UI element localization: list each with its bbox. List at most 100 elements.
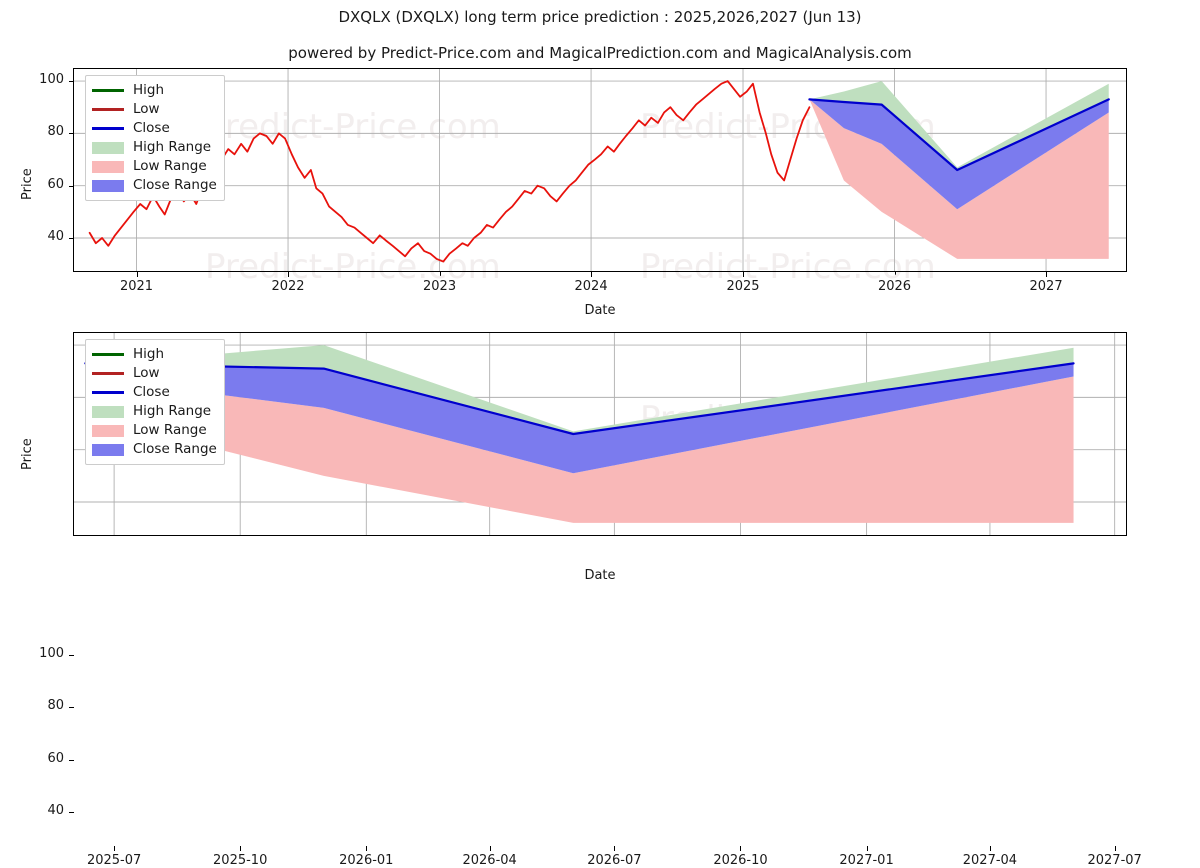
swatch-fill (92, 353, 124, 356)
bottom-ytick-mark (69, 655, 74, 657)
bottom-legend-item-high-range: High Range (92, 402, 217, 421)
top-chart-panel: Price 40 60 80 100 2021 2022 2023 2024 2025 2026 2… (0, 0, 1200, 318)
top-band-high-range (809, 81, 1109, 170)
bottom-ytick-label: 60 (47, 750, 64, 766)
bottom-xtick-label: 2026-01 (339, 853, 394, 868)
bottom-ytick-label: 80 (47, 698, 64, 714)
top-ytick-mark (69, 81, 74, 83)
top-legend-item-close-range: Close Range (92, 176, 217, 195)
bottom-xtick-label: 2026-07 (587, 853, 642, 868)
bottom-chart-panel: Price 40 60 80 100 2025-07 2025-10 2026-01 2026… (0, 310, 1200, 868)
swatch-fill (92, 372, 124, 375)
legend-line-swatch-close (92, 122, 124, 135)
top-xtick-label: 2023 (423, 279, 457, 294)
legend-patch-swatch-low-range (92, 160, 124, 173)
legend-label: Low Range (133, 422, 207, 438)
top-line-close (808, 98, 1110, 172)
swatch-fill (92, 179, 124, 192)
top-xtick-label: 2025 (726, 279, 760, 294)
bottom-xtick-mark (614, 846, 616, 851)
legend-line-swatch-high (92, 84, 124, 97)
bottom-legend-item-close-range: Close Range (92, 440, 217, 459)
bottom-plot-frame (73, 332, 1127, 536)
swatch-fill (92, 89, 124, 92)
top-legend-item-close: Close (92, 119, 217, 138)
bottom-band-close-range (85, 363, 1074, 474)
legend-patch-swatch-low-range (92, 424, 124, 437)
bottom-xtick-label: 2025-07 (86, 853, 142, 868)
swatch-fill (92, 141, 124, 154)
legend-label: Close (133, 120, 170, 136)
bottom-ytick-label: 40 (47, 803, 64, 818)
bottom-xtick-mark (1114, 846, 1116, 851)
top-xtick-label: 2024 (574, 279, 608, 294)
bottom-band-high-range (85, 345, 1074, 434)
top-ytick-mark (69, 238, 74, 239)
top-ytick-label: 40 (47, 229, 64, 244)
bottom-xtick-mark (114, 846, 116, 851)
bottom-legend-item-low-range: Low Range (92, 421, 217, 440)
top-band-close-range (809, 99, 1109, 210)
bottom-xtick-mark (989, 846, 991, 851)
bottom-xtick-label: 2025-10 (213, 853, 268, 868)
legend-patch-swatch-close-range (92, 443, 124, 456)
legend-label: Low (133, 365, 160, 381)
swatch-fill (92, 443, 124, 456)
bottom-x-axis-label: Date (584, 568, 616, 583)
legend-label: Close Range (133, 177, 217, 193)
legend-label: Close (133, 384, 170, 400)
legend-label: High Range (133, 139, 212, 155)
bottom-xtick-label: 2027-01 (839, 853, 894, 868)
top-legend-item-low: Low (92, 100, 217, 119)
top-legend-item-low-range: Low Range (92, 157, 217, 176)
legend-line-swatch-close (92, 386, 124, 399)
top-plot-frame (73, 68, 1127, 272)
top-xtick-mark (743, 272, 744, 277)
bottom-xtick-label: 2026-04 (462, 853, 517, 868)
top-ytick-label: 80 (47, 124, 64, 140)
legend-label: High (133, 346, 165, 362)
page-title: DXQLX (DXQLX) long term price prediction… (338, 8, 862, 26)
top-legend-item-high: High (92, 81, 217, 100)
top-xtick-mark (591, 272, 593, 277)
legend-line-swatch-low (92, 367, 124, 380)
swatch-fill (92, 127, 124, 130)
top-legend-item-high-range: High Range (92, 138, 217, 157)
top-xtick-label: 2027 (1029, 279, 1063, 294)
legend-patch-swatch-high-range (92, 405, 124, 418)
legend-line-swatch-low (92, 103, 124, 116)
top-xtick-mark (439, 272, 441, 277)
legend-label: High Range (133, 403, 212, 419)
swatch-fill (92, 160, 124, 173)
legend-line-swatch-high (92, 348, 124, 361)
top-xtick-mark (1046, 272, 1048, 277)
bottom-xtick-label: 2027-04 (962, 853, 1018, 868)
legend-label: Low (133, 101, 160, 117)
top-ytick-mark (69, 185, 74, 187)
bottom-xtick-mark (240, 846, 242, 851)
page-subtitle: powered by Predict-Price.com and Magical… (288, 44, 912, 62)
top-xtick-mark (288, 272, 290, 277)
bottom-xtick-mark (866, 846, 868, 851)
top-ytick-mark (69, 133, 74, 135)
top-ytick-label: 100 (39, 72, 64, 88)
swatch-fill (92, 391, 124, 394)
legend-label: Close Range (133, 441, 217, 457)
legend-patch-swatch-high-range (92, 141, 124, 154)
bottom-legend: High Low Close High Range Low Range Close Ran… (85, 339, 225, 465)
bottom-xtick-mark (740, 846, 742, 851)
top-legend: High Low Close High Range Low Range Close Ran… (85, 75, 225, 201)
legend-label: Low Range (133, 158, 207, 174)
top-xtick-label: 2026 (877, 279, 912, 294)
bottom-ytick-label: 100 (39, 646, 64, 662)
top-band-low-range (809, 99, 1109, 259)
top-xtick-label: 2021 (119, 279, 154, 294)
swatch-fill (92, 424, 124, 437)
top-xtick-label: 2022 (271, 279, 305, 294)
bottom-band-low-range (85, 363, 1074, 523)
bottom-xtick-label: 2026-10 (713, 853, 768, 868)
swatch-fill (92, 405, 124, 418)
top-xtick-mark (136, 272, 138, 277)
